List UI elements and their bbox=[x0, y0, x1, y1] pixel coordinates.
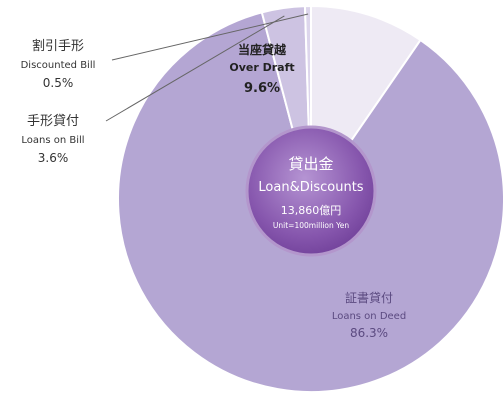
slice-label-overdraft-ja: 当座貸越 bbox=[238, 42, 287, 57]
center-total: 13,860億円 bbox=[281, 204, 342, 217]
slice-label-discounted-ja: 割引手形 bbox=[32, 38, 84, 54]
center-title-ja: 貸出金 bbox=[288, 155, 333, 173]
leader-line-loans-on-bill bbox=[105, 15, 285, 122]
slice-label-bill-ja: 手形貸付 bbox=[27, 113, 79, 129]
leader-lines bbox=[105, 13, 309, 122]
slice-label-overdraft-pct: 9.6% bbox=[244, 81, 280, 96]
slice-label-deed-pct: 86.3% bbox=[350, 326, 388, 340]
center-unit: Unit=100million Yen bbox=[273, 221, 349, 230]
slice-label-discounted-en: Discounted Bill bbox=[21, 60, 96, 71]
slice-label-deed-ja: 証書貸付 bbox=[345, 290, 393, 305]
slice-label-deed-en: Loans on Deed bbox=[332, 311, 406, 322]
slice-label-discounted-pct: 0.5% bbox=[43, 76, 74, 90]
center-title-en: Loan&Discounts bbox=[258, 180, 363, 195]
center-hub bbox=[245, 125, 377, 257]
slice-label-bill-pct: 3.6% bbox=[38, 151, 69, 165]
slice-label-overdraft-en: Over Draft bbox=[229, 61, 294, 74]
slice-label-bill-en: Loans on Bill bbox=[21, 135, 84, 146]
